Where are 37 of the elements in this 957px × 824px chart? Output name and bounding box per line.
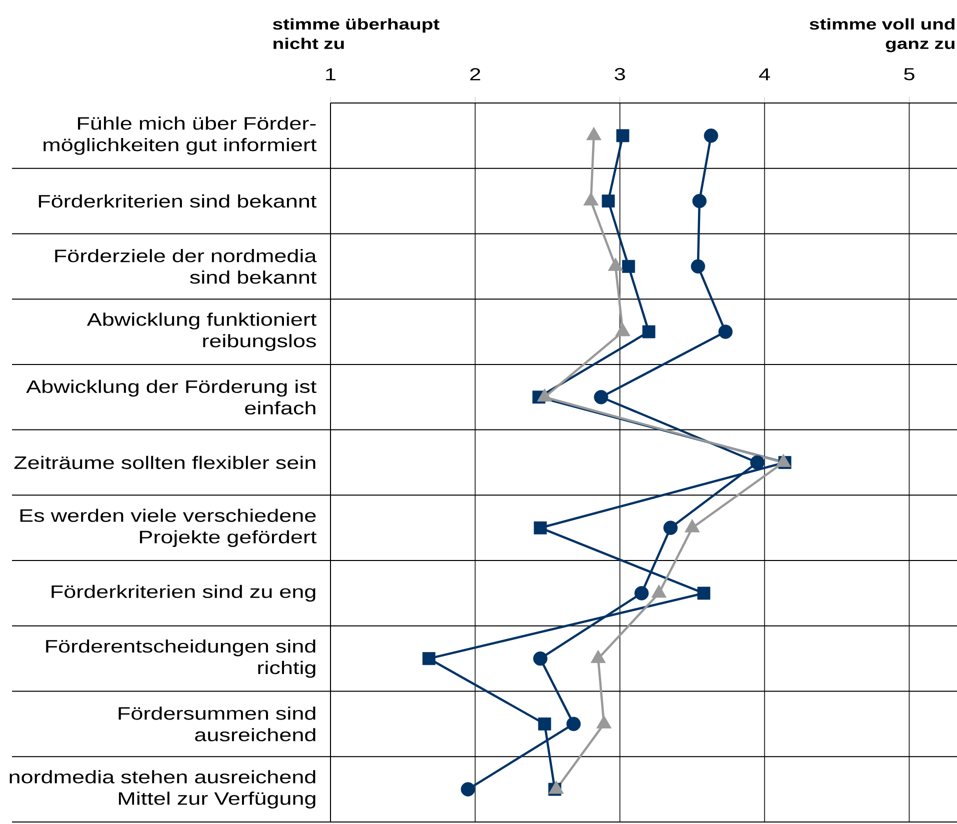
y-tick-label: Fühle mich über Förder- möglichkeiten gut informiert [44,116,317,155]
point [697,586,710,600]
point [422,652,436,666]
point [663,520,678,535]
point [534,521,547,534]
y-tick-label: Förderkriterien sind zu eng [52,584,316,602]
point [566,716,581,732]
y-tick-label: Förderkriterien sind bekannt [38,194,317,208]
text: stimme voll und ganz zu [810,18,954,52]
y-tick-label: Fördersummen sind ausreichend [118,706,316,742]
x-tick-label: 3 [614,68,625,80]
point [533,651,548,666]
point [692,194,707,208]
point [616,129,630,142]
y-tick-label: Zeiträume sollten flexibler sein [14,456,316,470]
point [690,259,706,274]
x-tick-label: 1 [326,68,336,80]
point [634,586,649,600]
point [718,324,733,339]
y-tick-label: Abwicklung funktioniert reibungslos [86,312,317,351]
point [750,455,764,470]
y-tick-label: nordmedia stehen ausreichend Mittel zur Verfügung [10,770,316,808]
y-tick-label: Förderentscheidungen sind richtig [46,639,316,678]
y-tick-label: Es werden viele verschiedene Projekte gefördert [20,508,317,547]
y-tick-label: Abwicklung der Förderung ist einfach [26,380,316,414]
point [602,194,615,208]
point [460,782,476,796]
x-tick-label: 2 [470,68,480,80]
point [594,390,608,404]
point [538,717,552,730]
y-tick-label: Förderziele der nordmedia sind bekannt [55,249,317,284]
point [704,128,718,143]
x-tick-label: 5 [904,68,914,80]
x-tick-label: 4 [759,68,770,80]
point [642,325,656,338]
point [622,260,636,273]
text: stimme überhaupt nicht zu [272,18,440,50]
